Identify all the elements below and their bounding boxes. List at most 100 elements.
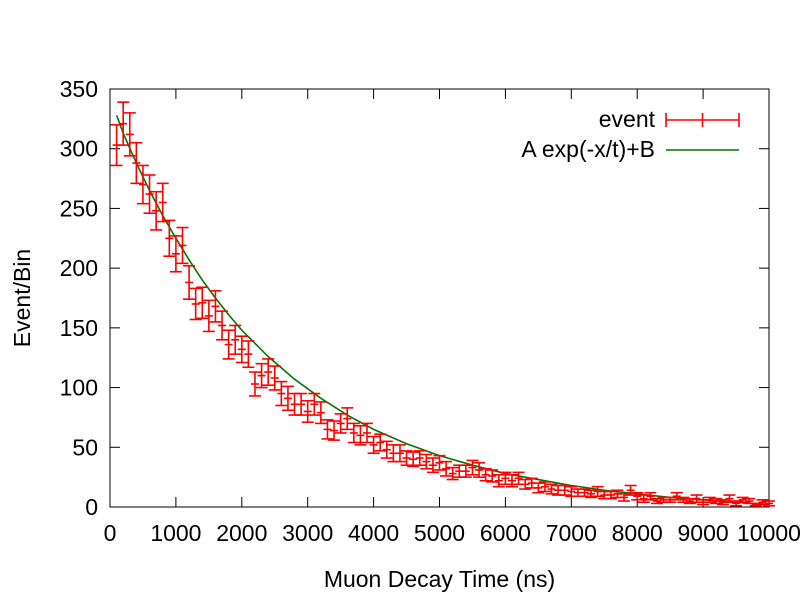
event-point [677, 496, 690, 504]
event-point [136, 164, 149, 205]
legend-fit-label: A exp(-x/t)+B [521, 136, 655, 162]
x-tick-label: 6000 [480, 520, 531, 546]
event-point [703, 496, 716, 504]
event-point [473, 462, 486, 478]
y-tick-label: 350 [60, 76, 98, 102]
event-point [756, 499, 769, 506]
x-tick-label: 1000 [150, 520, 201, 546]
event-point [519, 478, 532, 490]
x-tick-label: 7000 [546, 520, 597, 546]
y-tick-label: 200 [60, 255, 98, 281]
event-point [723, 494, 736, 504]
event-point [637, 494, 650, 504]
event-point [202, 299, 215, 333]
event-point [545, 483, 558, 495]
event-point [354, 424, 367, 446]
event-point [295, 392, 308, 416]
event-point [308, 392, 321, 416]
event-point [479, 467, 492, 482]
event-point [618, 493, 631, 502]
event-point [361, 422, 374, 444]
event-point [176, 226, 189, 265]
event-point [216, 310, 229, 341]
event-point [492, 473, 505, 488]
event-point [710, 497, 723, 505]
event-point [156, 182, 169, 223]
event-point [578, 488, 591, 498]
event-point [255, 362, 268, 389]
event-point [281, 385, 294, 412]
event-point [400, 450, 413, 467]
event-point [189, 287, 202, 321]
event-point [736, 496, 749, 504]
event-point [367, 435, 380, 455]
event-point [505, 473, 518, 488]
x-tick-label: 8000 [612, 520, 663, 546]
event-point [163, 219, 176, 258]
event-point [604, 490, 617, 500]
event-point [268, 365, 281, 391]
event-point [650, 497, 663, 505]
event-point [380, 440, 393, 459]
event-point [459, 464, 472, 478]
event-point [328, 420, 341, 441]
event-point [374, 433, 387, 452]
event-point [347, 422, 360, 444]
event-point [248, 371, 261, 397]
event-point [117, 101, 130, 146]
event-point [413, 450, 426, 467]
event-point [150, 190, 163, 231]
event-point [301, 399, 314, 424]
fit-layer [115, 114, 770, 506]
x-tick-label: 9000 [678, 520, 729, 546]
axes-layer: 0 1000 2000 3000 4000 5000 6000 7000 8000 9000 100… [60, 76, 801, 546]
y-tick-label: 50 [72, 434, 98, 460]
event-point [565, 485, 578, 498]
x-tick-label: 2000 [216, 520, 267, 546]
event-point [624, 484, 637, 496]
event-point [196, 286, 209, 320]
y-axis-label: Event/Bin [9, 249, 35, 347]
y-tick-label: 250 [60, 195, 98, 221]
event-point [222, 329, 235, 360]
event-point [341, 407, 354, 431]
x-tick-label: 4000 [348, 520, 399, 546]
event-point [321, 419, 334, 440]
event-point [591, 485, 604, 498]
y-tick-label: 300 [60, 136, 98, 162]
event-layer [110, 101, 775, 507]
event-point [499, 471, 512, 486]
plot-frame [109, 88, 770, 508]
y-tick-label: 150 [60, 315, 98, 341]
event-point [209, 290, 222, 323]
event-point [440, 460, 453, 477]
fit-line [115, 114, 770, 506]
x-tick-label: 5000 [414, 520, 465, 546]
event-point [110, 124, 123, 167]
event-point [644, 491, 657, 501]
x-tick-label: 3000 [282, 520, 333, 546]
event-point [486, 469, 499, 483]
x-tick-label: 10000 [737, 520, 801, 546]
event-point [242, 340, 255, 369]
event-point [130, 141, 143, 185]
event-point [334, 413, 347, 434]
x-tick-label: 0 [104, 520, 117, 546]
legend: event A exp(-x/t)+B [521, 106, 740, 162]
legend-event-label: event [599, 106, 656, 132]
event-point [229, 324, 242, 355]
event-point [730, 500, 743, 507]
event-point [275, 380, 288, 407]
event-point [183, 264, 196, 300]
event-point [123, 112, 136, 157]
event-point [763, 500, 775, 507]
event-point [314, 401, 327, 425]
event-point [585, 489, 598, 499]
event-point [393, 444, 406, 463]
event-point [235, 335, 248, 364]
event-point [433, 454, 446, 471]
event-point [262, 358, 275, 386]
event-point [538, 481, 551, 493]
